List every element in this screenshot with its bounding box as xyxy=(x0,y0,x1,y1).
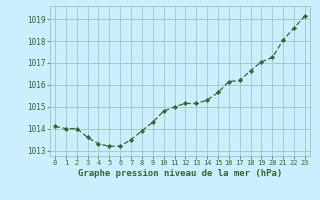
X-axis label: Graphe pression niveau de la mer (hPa): Graphe pression niveau de la mer (hPa) xyxy=(78,169,282,178)
